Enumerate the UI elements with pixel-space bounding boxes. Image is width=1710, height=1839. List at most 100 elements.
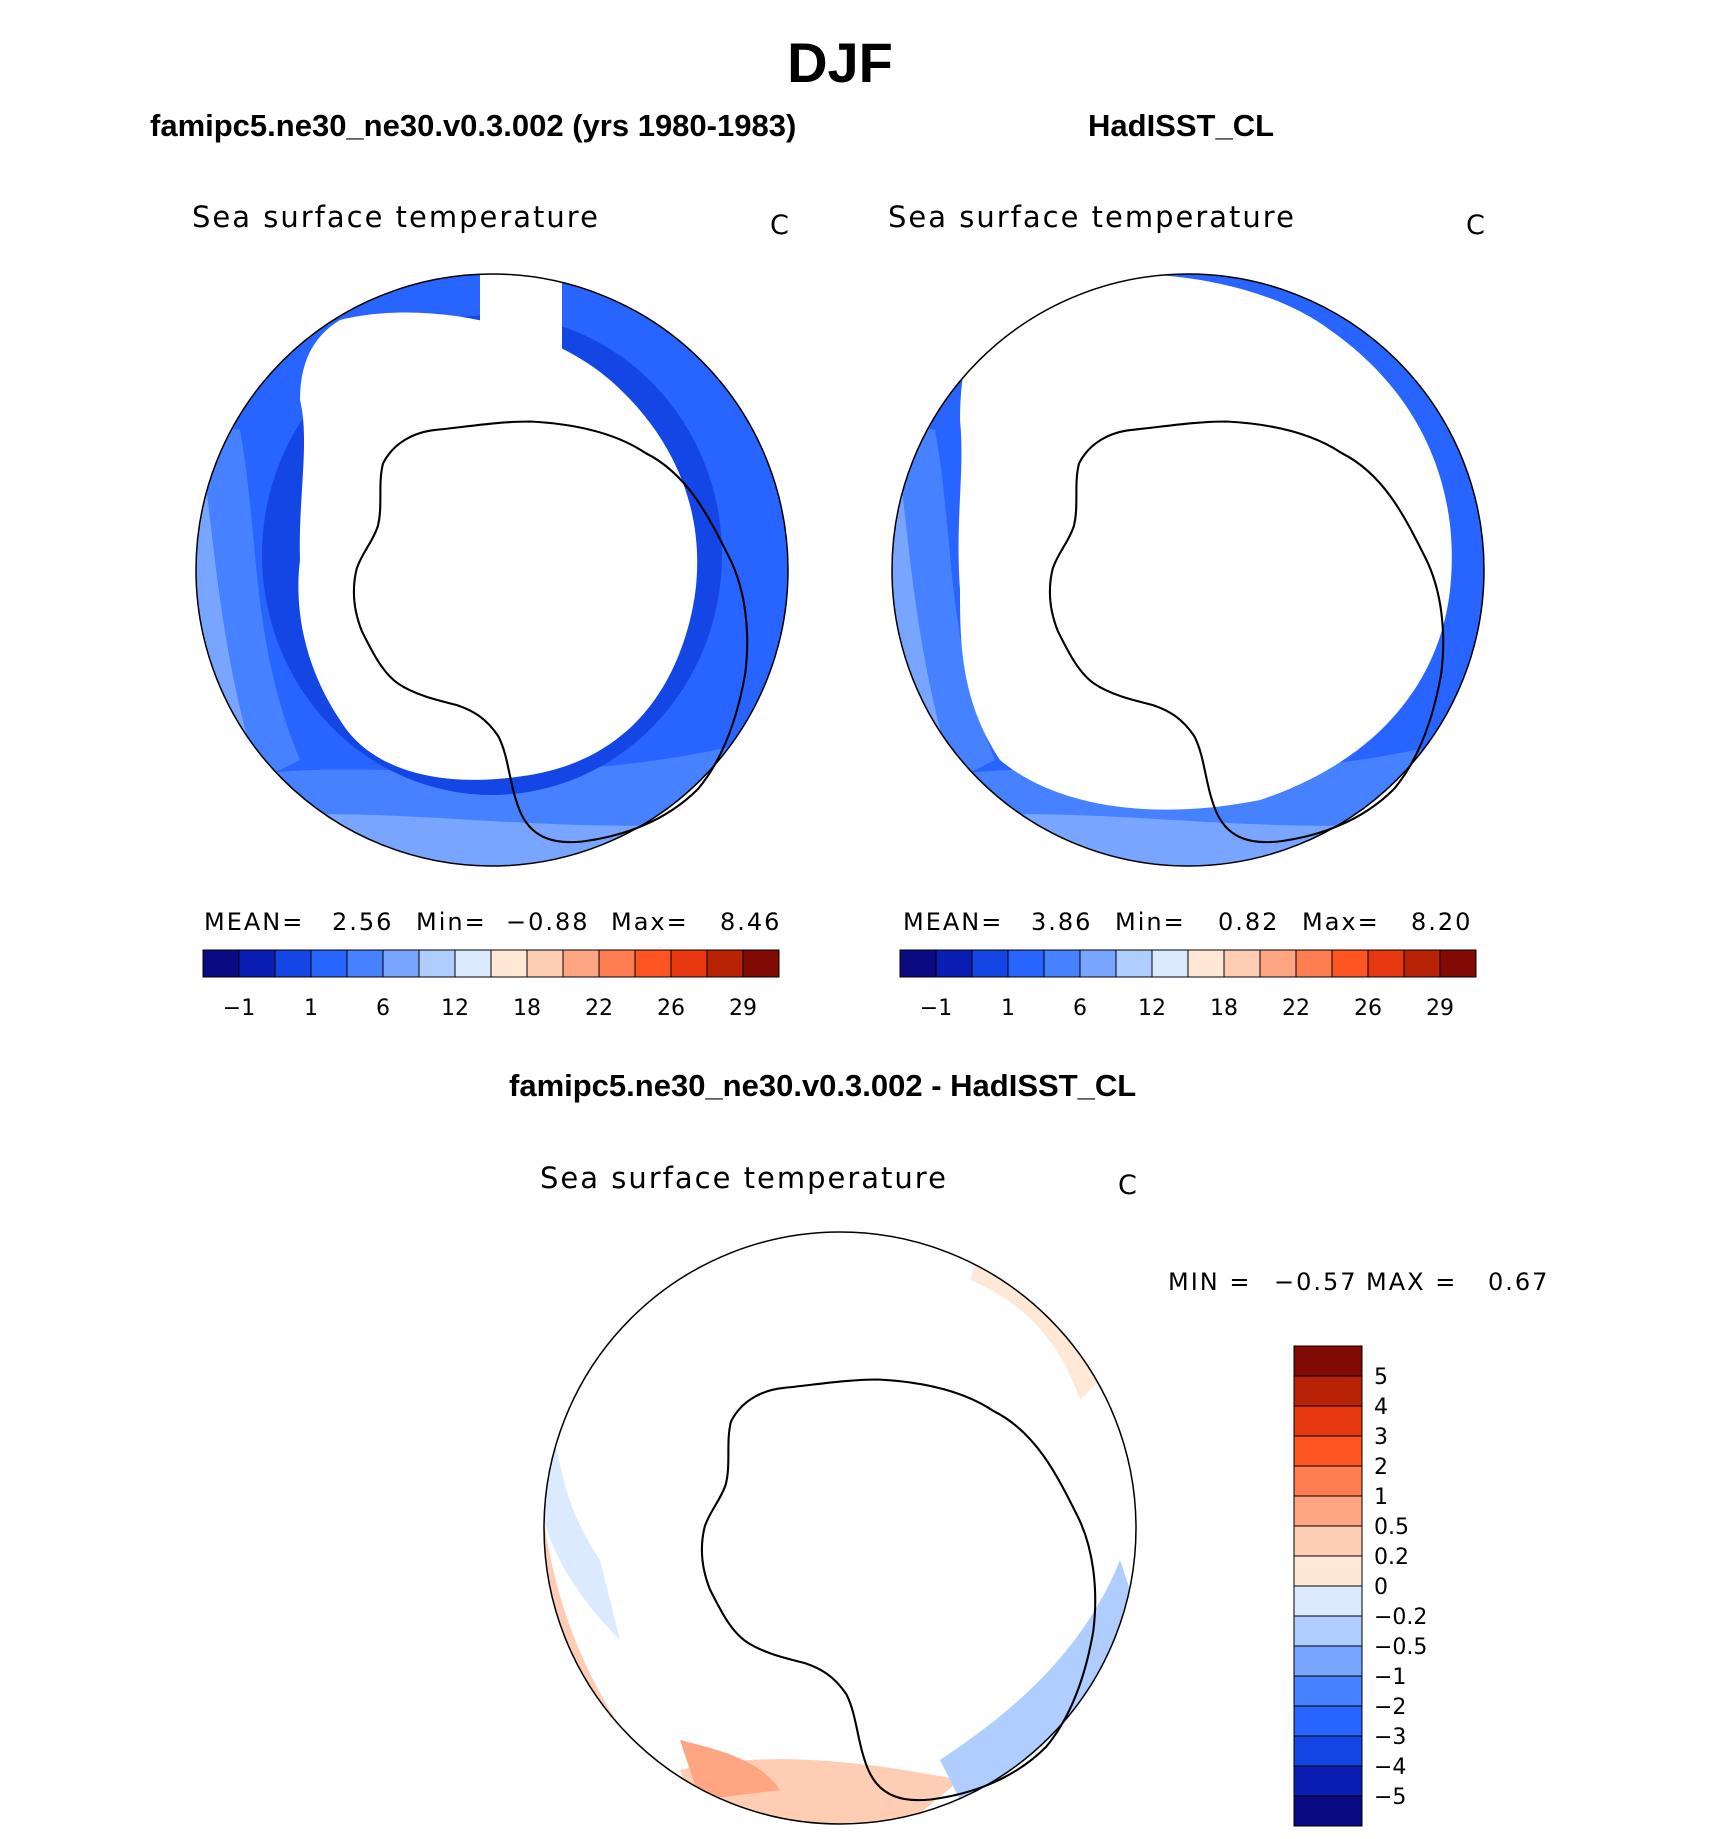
model-colorbar-swatch (742, 949, 780, 978)
diff-map-boundary (543, 1231, 1137, 1825)
diff-max-value: 0.67 (1488, 1268, 1550, 1296)
obs-colorbar-tick-label: 22 (1282, 996, 1310, 1021)
model-min-value: −0.88 (506, 908, 590, 936)
diff-colorbar-swatch (1293, 1645, 1363, 1677)
diff-negative-east (940, 1560, 1136, 1800)
obs-colorbar-swatch (1115, 949, 1153, 978)
obs-panel-title: HadISST_CL (1088, 108, 1275, 143)
model-colorbar-swatch (598, 949, 636, 978)
model-max-value: 8.46 (720, 908, 782, 936)
diff-colorbar-tick-label: 5 (1374, 1365, 1388, 1390)
diff-colorbar-swatch (1293, 1375, 1363, 1407)
diff-colorbar-swatch (1293, 1675, 1363, 1707)
obs-colorbar-swatch (1367, 949, 1405, 978)
diff-colorbar-tick-label: 3 (1374, 1425, 1388, 1450)
model-colorbar-swatch (634, 949, 672, 978)
model-colorbar-swatch (562, 949, 600, 978)
model-colorbar-swatch (346, 949, 384, 978)
diff-colorbar-swatch (1293, 1735, 1363, 1767)
obs-colorbar-swatch (1151, 949, 1189, 978)
diff-colorbar-swatch (1293, 1615, 1363, 1647)
obs-colorbar-tick-label: 29 (1426, 996, 1454, 1021)
obs-colorbar-tick-label: 1 (1001, 996, 1015, 1021)
obs-sst-sea-ice (958, 274, 1452, 810)
diff-colorbar-tick-label: 1 (1374, 1485, 1388, 1510)
obs-colorbar-swatch (1331, 949, 1369, 978)
diff-colorbar-swatch (1293, 1405, 1363, 1437)
diff-colorbar-tick-label: −5 (1374, 1785, 1406, 1810)
model-colorbar-tick-label: 26 (657, 996, 685, 1021)
obs-colorbar-swatch (1439, 949, 1477, 978)
diff-colorbar-tick-label: −3 (1374, 1725, 1406, 1750)
diff-ocean (544, 1232, 1136, 1824)
diff-positive-east (970, 1250, 1100, 1400)
model-mean-value: 2.56 (332, 908, 394, 936)
diff-colorbar-swatch (1293, 1765, 1363, 1797)
obs-sst-map (891, 273, 1485, 867)
obs-colorbar-swatch (1007, 949, 1045, 978)
diff-colorbar-tick-label: 0.5 (1374, 1515, 1409, 1540)
model-colorbar-swatch (526, 949, 564, 978)
obs-min-label: Min= (1115, 908, 1186, 936)
diff-units-label: C (1118, 1170, 1139, 1201)
model-colorbar-tick-label: 12 (441, 996, 469, 1021)
diff-colorbar-tick-label: 0 (1374, 1575, 1388, 1600)
obs-max-value: 8.20 (1411, 908, 1473, 936)
diff-colorbar: 5 4 3 2 1 0.5 0.2 0 −0.2 −0.5 −1 −2 −3 −4 −5 (1293, 1345, 1427, 1827)
model-panel-title: famipc5.ne30_ne30.v0.3.002 (yrs 1980-198… (150, 108, 797, 143)
diff-max-label: MAX = (1366, 1268, 1458, 1296)
diff-colorbar-swatch (1293, 1705, 1363, 1737)
diff-panel-title: famipc5.ne30_ne30.v0.3.002 - HadISST_CL (509, 1068, 1137, 1103)
model-colorbar-tick-label: 18 (513, 996, 541, 1021)
diff-colorbar-tick-label: −0.5 (1374, 1635, 1427, 1660)
model-colorbar-swatch (490, 949, 528, 978)
obs-colorbar-swatch (1079, 949, 1117, 978)
model-max-label: Max= (611, 908, 689, 936)
model-colorbar-swatch (274, 949, 312, 978)
model-sst-band-west (196, 420, 300, 780)
diff-min-value: −0.57 (1274, 1268, 1358, 1296)
diff-colorbar-swatch (1293, 1525, 1363, 1557)
obs-colorbar-tick-label: 12 (1138, 996, 1166, 1021)
diff-colorbar-tick-label: 0.2 (1374, 1545, 1409, 1570)
model-colorbar-tick-label: 1 (304, 996, 318, 1021)
model-colorbar-swatch (670, 949, 708, 978)
obs-colorbar-tick-label: −1 (920, 996, 952, 1021)
model-colorbar-swatch (202, 949, 240, 978)
obs-colorbar-swatch (1043, 949, 1081, 978)
model-min-label: Min= (416, 908, 487, 936)
diff-sst-map (543, 1231, 1137, 1825)
diff-colorbar-tick-label: −0.2 (1374, 1605, 1427, 1630)
diff-colorbar-tick-label: 4 (1374, 1395, 1388, 1420)
diff-min-label: MIN = (1168, 1268, 1252, 1296)
diff-negative-west (544, 1380, 620, 1640)
model-colorbar-tick-label: 29 (729, 996, 757, 1021)
diff-colorbar-swatch (1293, 1465, 1363, 1497)
model-colorbar-swatch (706, 949, 744, 978)
model-colorbar-swatch (382, 949, 420, 978)
model-colorbar-tick-label: 22 (585, 996, 613, 1021)
diff-colorbar-tick-label: −1 (1374, 1665, 1406, 1690)
diff-colorbar-swatch (1293, 1345, 1363, 1377)
model-colorbar-swatch (238, 949, 276, 978)
model-colorbar-tick-label: 6 (376, 996, 390, 1021)
diff-colorbar-swatch (1293, 1585, 1363, 1617)
obs-units-label: C (1466, 210, 1487, 241)
obs-max-label: Max= (1302, 908, 1380, 936)
model-colorbar-swatch (418, 949, 456, 978)
model-sst-map (195, 273, 789, 867)
obs-mean-label: MEAN= (903, 908, 1004, 936)
obs-colorbar-swatch (1187, 949, 1225, 978)
obs-colorbar-tick-label: 18 (1210, 996, 1238, 1021)
model-colorbar-tick-label: −1 (223, 996, 255, 1021)
obs-colorbar-tick-label: 26 (1354, 996, 1382, 1021)
diff-colorbar-tick-label: 2 (1374, 1455, 1388, 1480)
obs-colorbar-swatch (971, 949, 1009, 978)
obs-colorbar-swatch (1403, 949, 1441, 978)
model-colorbar: −1 1 6 12 18 22 26 29 (202, 949, 780, 1021)
diff-colorbar-swatch (1293, 1495, 1363, 1527)
model-sst-sea-ice (298, 312, 698, 780)
obs-colorbar-swatch (899, 949, 937, 978)
obs-colorbar-swatch (1295, 949, 1333, 978)
